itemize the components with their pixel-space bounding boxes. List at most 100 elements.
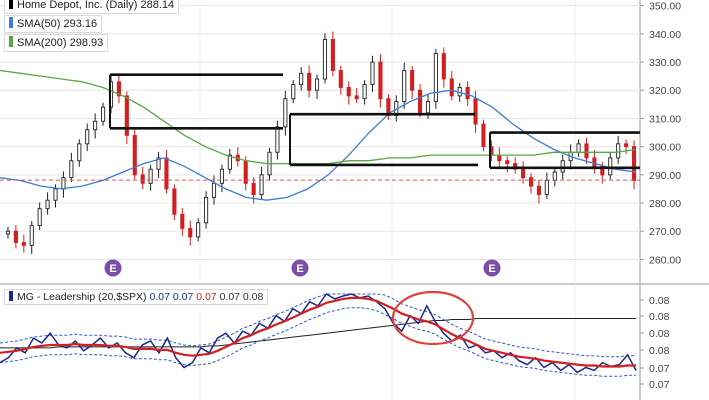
candle-body (418, 89, 423, 114)
ind-tick-label: 0.08 (649, 295, 670, 307)
earnings-event-label: E (109, 263, 116, 275)
candle-body (346, 86, 351, 97)
candle-body (188, 227, 193, 238)
candle-body (275, 126, 280, 153)
candle-body (299, 72, 304, 86)
candle-body (330, 39, 335, 71)
price-tick-label: 310.00 (649, 113, 681, 125)
candle-body (536, 185, 541, 196)
candle-body (505, 160, 510, 165)
candle-body (322, 39, 328, 80)
candle-body (211, 182, 217, 198)
earnings-event-label: E (296, 263, 303, 275)
candle-body (124, 95, 129, 136)
ind-tick-label: 0.07 (649, 363, 670, 375)
price-legend-title: Home Depot, Inc. (Daily) 288.14 (4, 0, 180, 14)
candle-body (85, 129, 90, 145)
earnings-event-label: E (488, 263, 495, 275)
price-tick-label: 340.00 (649, 29, 681, 41)
candle-body (624, 143, 629, 148)
candle-body (608, 157, 613, 176)
candle-body (544, 180, 549, 196)
indicator-title: MG - Leadership (20,$SPX) (17, 291, 147, 303)
candle-body (283, 98, 288, 128)
candle-body (219, 168, 224, 184)
candle-body (370, 61, 375, 86)
sma200-value: 298.93 (69, 37, 104, 49)
candle-body (513, 163, 518, 170)
indicator-value-3: 0.07 (196, 291, 217, 303)
price-tick-label: 320.00 (649, 85, 681, 97)
candle-body (560, 160, 565, 173)
candle-body (433, 53, 438, 102)
sma200-legend: SMA(200) 298.93 (4, 34, 109, 52)
earnings-event-icon (104, 259, 122, 277)
ind-signal-line (0, 296, 636, 368)
candle-body (259, 174, 264, 196)
candle-body (576, 143, 581, 153)
candle-body (93, 120, 98, 131)
annotation-circle (391, 290, 475, 346)
candle-body (61, 177, 66, 190)
candle-body (354, 95, 359, 100)
earnings-event-icon (483, 259, 501, 277)
candle-body (402, 70, 407, 102)
candle-body (616, 143, 621, 159)
candle-body (77, 143, 82, 162)
indicator-value-2: 0.07 (172, 291, 194, 303)
ind-tick-label: 0.08 (649, 328, 670, 340)
candle-body (410, 70, 415, 91)
candle-body (29, 225, 34, 246)
candle-body (473, 98, 478, 125)
sma50-name: SMA(50) (17, 18, 61, 30)
candle-body (584, 143, 589, 159)
candle-body (362, 84, 367, 100)
candle-body (481, 123, 486, 148)
ind-tick-label: 0.08 (649, 345, 670, 357)
candle-body (180, 213, 185, 229)
indicator-legend: MG - Leadership (20,$SPX) 0.07 0.07 0.07… (4, 289, 269, 305)
indicator-value-1: 0.07 (149, 291, 170, 303)
candle-body (140, 174, 145, 184)
price-tick-label: 280.00 (649, 198, 681, 210)
candle-body (386, 98, 391, 117)
candle-body (338, 70, 343, 88)
candle-body (251, 182, 256, 196)
sma50-value: 293.16 (63, 18, 98, 30)
candle-body (69, 160, 74, 179)
candle-body (314, 78, 320, 91)
ind-upper-band (0, 293, 636, 358)
ind-long-average-line (0, 318, 636, 349)
candle-body (378, 61, 383, 100)
ind-lower-band (0, 307, 636, 377)
candle-body (204, 196, 209, 224)
candle-body (156, 157, 161, 170)
chart-title: Home Depot, Inc. (Daily) 288.14 (17, 0, 175, 11)
sma50-line (0, 89, 637, 201)
candle-body (53, 188, 58, 201)
sma50-legend: SMA(50) 293.16 (4, 15, 103, 33)
indicator-value-4: 0.07 (219, 291, 240, 303)
candle-body (521, 168, 526, 179)
candle-body (552, 171, 557, 181)
price-tick-label: 350.00 (649, 1, 681, 13)
price-tick-label: 260.00 (649, 254, 681, 266)
sma200-name: SMA(200) (17, 37, 67, 49)
candle-body (45, 199, 50, 210)
candle-body (132, 134, 137, 176)
candle-body (528, 177, 534, 187)
candle-body (148, 168, 153, 184)
price-tick-label: 330.00 (649, 57, 681, 69)
candle-body (631, 146, 637, 181)
candle-body (425, 101, 431, 114)
candle-body (592, 157, 597, 167)
sma200-line (0, 69, 637, 165)
price-tick-label: 300.00 (649, 142, 681, 154)
candle-body (497, 154, 502, 162)
candle-body (465, 86, 470, 100)
candle-body (21, 242, 26, 246)
ind-tick-label: 0.07 (649, 379, 670, 391)
candle-body (116, 81, 121, 97)
